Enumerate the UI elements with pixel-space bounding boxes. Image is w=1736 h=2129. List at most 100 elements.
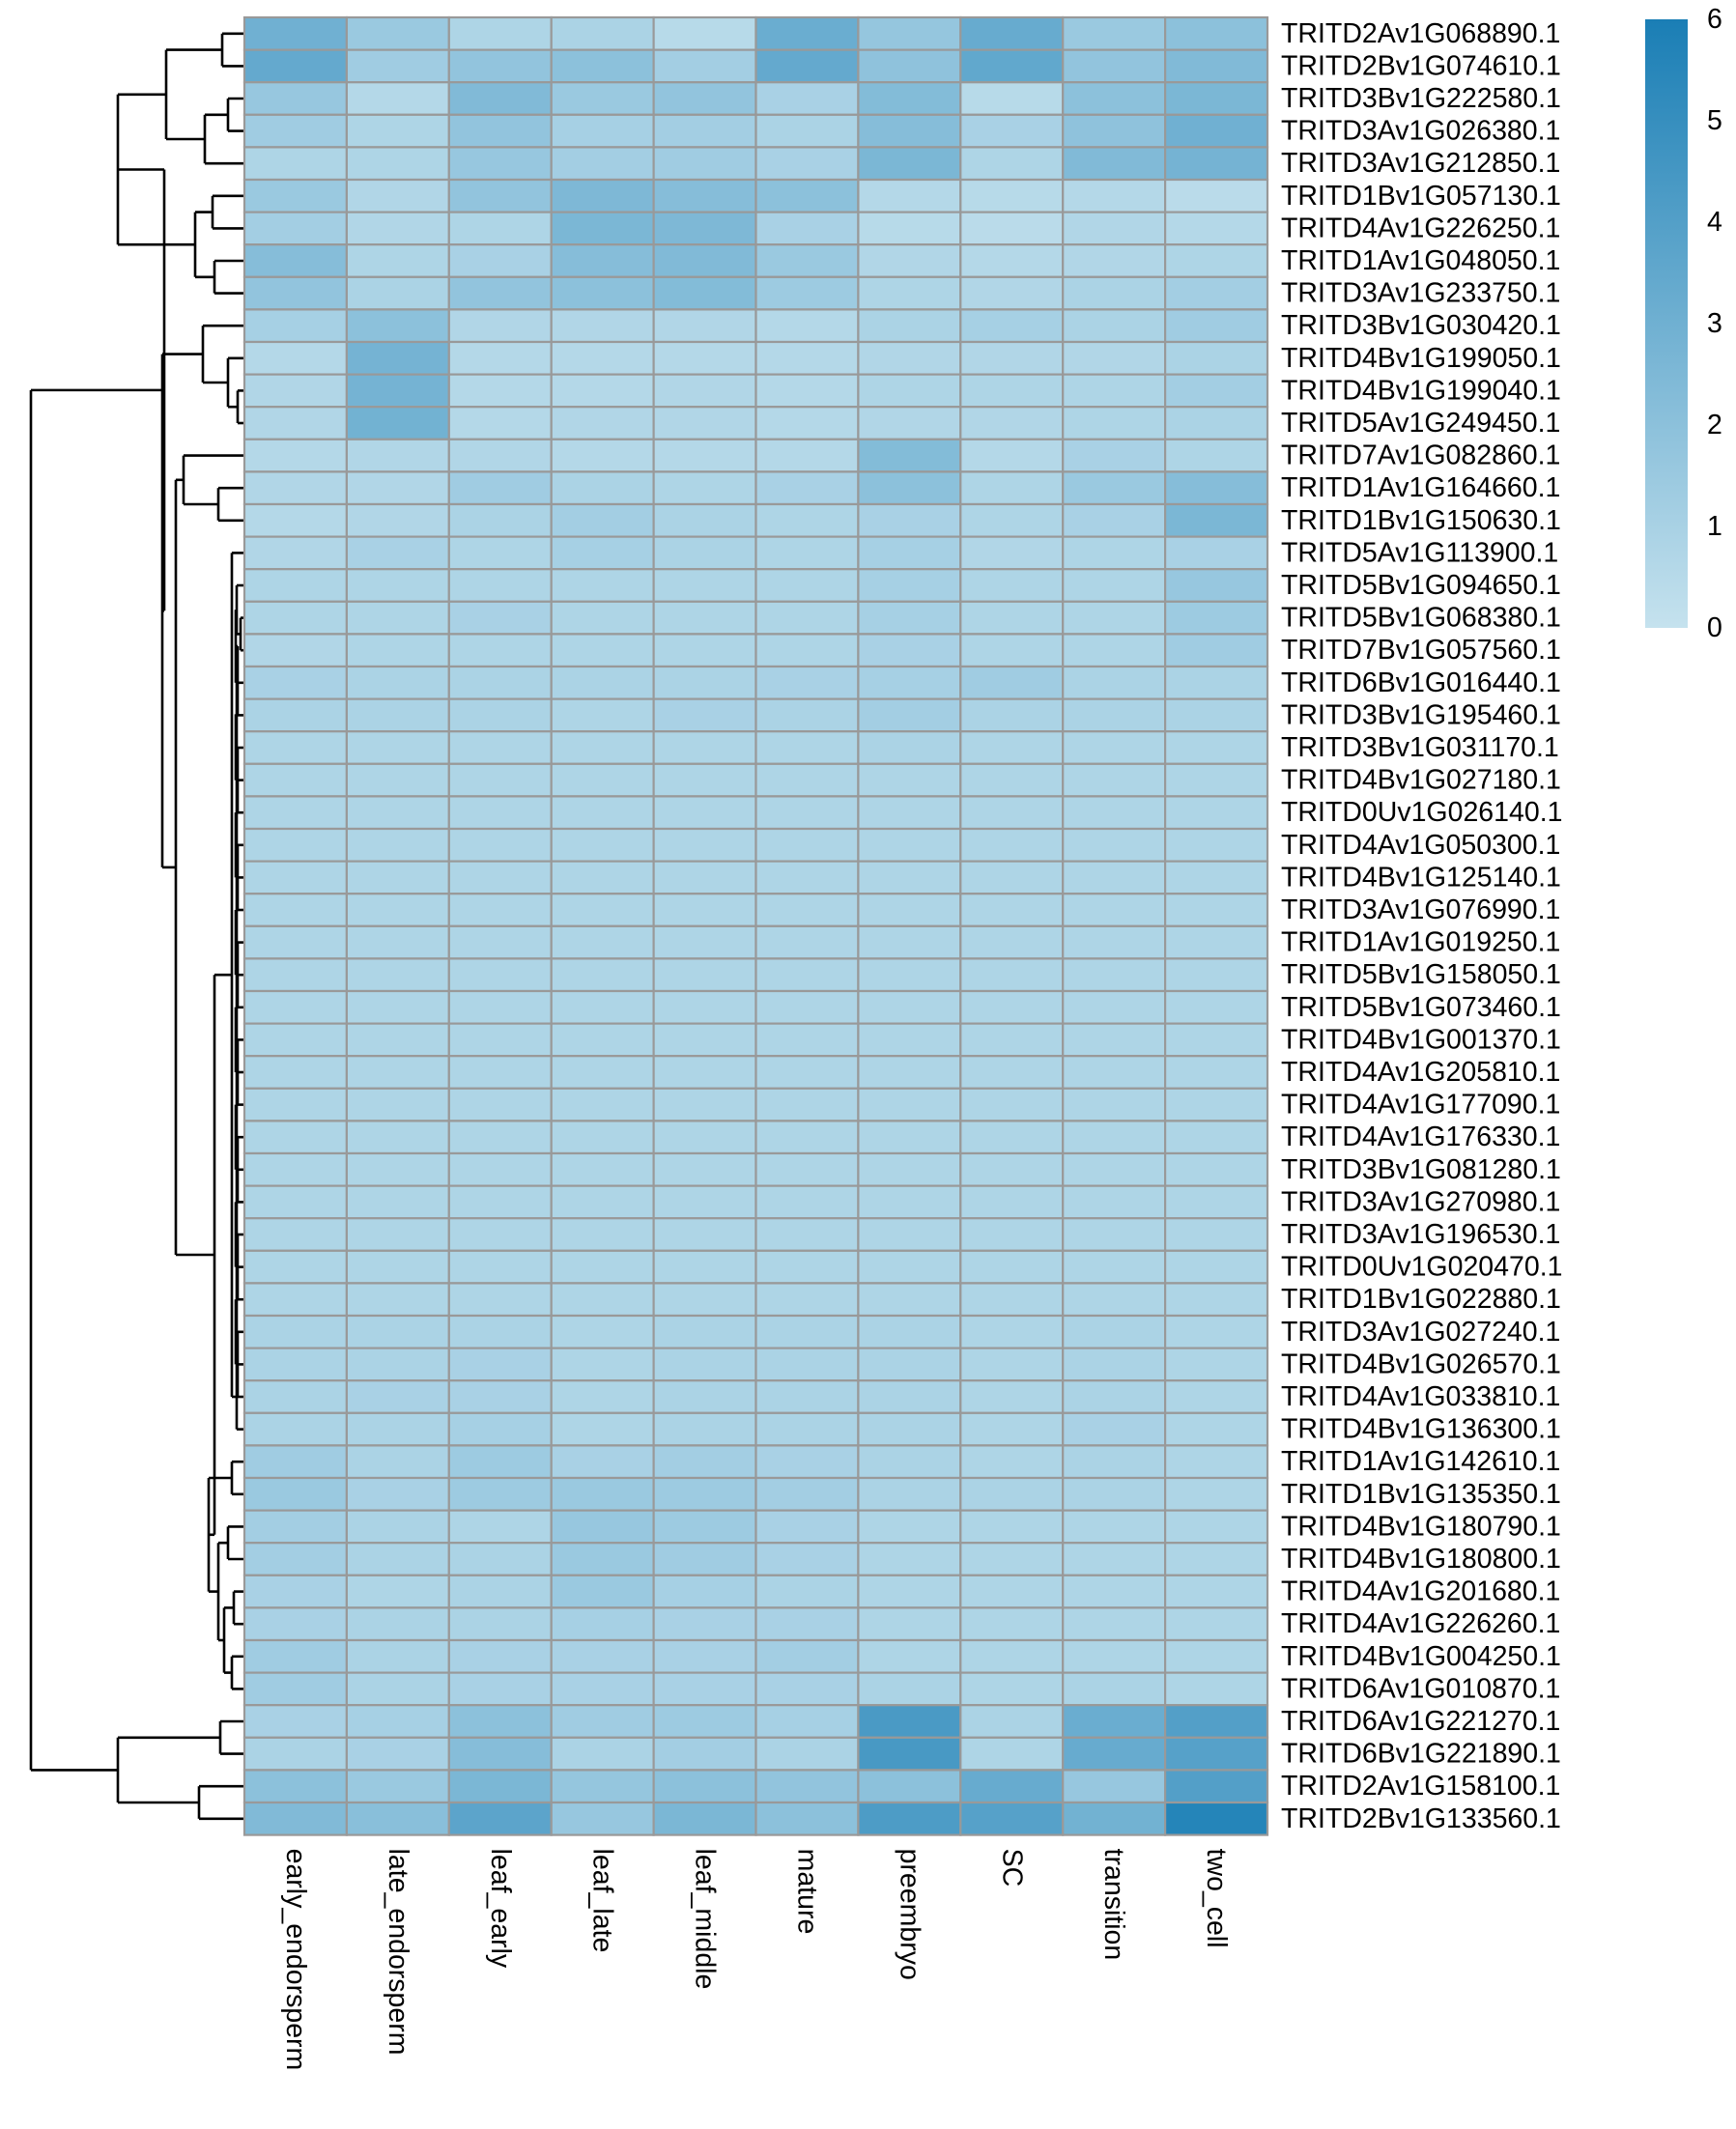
heatmap-cell <box>959 1704 1065 1739</box>
heatmap-cell <box>345 340 450 376</box>
heatmap-cell <box>242 406 349 440</box>
heatmap-cell <box>754 81 860 116</box>
heatmap-cell <box>652 1801 757 1836</box>
heatmap-cell <box>754 633 860 668</box>
heatmap-cell <box>754 178 860 213</box>
heatmap-cell <box>754 568 860 603</box>
heatmap-cell <box>447 535 553 571</box>
row-label: TRITD0Uv1G026140.1 <box>1281 797 1562 828</box>
heatmap-cell <box>1163 1120 1269 1155</box>
heatmap-cell <box>345 1151 450 1187</box>
heatmap-cell <box>1163 568 1269 603</box>
heatmap-cell <box>754 470 860 506</box>
heatmap-cell <box>1163 1411 1269 1447</box>
heatmap-cell <box>1062 730 1167 765</box>
heatmap-cell <box>242 1087 349 1122</box>
heatmap-cell <box>1163 1801 1269 1836</box>
heatmap-cell <box>1163 1476 1269 1512</box>
heatmap-cell <box>447 406 553 440</box>
heatmap-cell <box>242 1151 349 1187</box>
heatmap-cell <box>1062 665 1167 700</box>
colorbar-tick-label: 3 <box>1707 308 1722 339</box>
row-label: TRITD7Bv1G057560.1 <box>1281 635 1561 666</box>
heatmap-cell <box>959 1769 1065 1804</box>
heatmap-cell <box>959 633 1065 668</box>
heatmap-cell <box>242 373 349 409</box>
heatmap-cell <box>1062 1411 1167 1447</box>
heatmap-cell <box>550 308 655 344</box>
heatmap-cell <box>652 1411 757 1447</box>
heatmap-cell <box>242 438 349 473</box>
heatmap-cell <box>550 989 655 1025</box>
heatmap-cell <box>857 1606 962 1642</box>
row-label: TRITD4Bv1G199040.1 <box>1281 375 1561 406</box>
heatmap-cell <box>1163 860 1269 895</box>
heatmap-cell <box>754 275 860 311</box>
colorbar-tick-label: 6 <box>1707 4 1722 35</box>
heatmap-cell <box>550 568 655 603</box>
heatmap-cell <box>242 535 349 571</box>
heatmap-cell <box>754 535 860 571</box>
heatmap-cell <box>857 1282 962 1318</box>
heatmap-cell <box>652 860 757 895</box>
heatmap-cell <box>652 697 757 733</box>
heatmap-cell <box>1163 989 1269 1025</box>
heatmap-cell <box>652 989 757 1025</box>
heatmap-cell <box>1062 1151 1167 1187</box>
heatmap-cell <box>1163 1282 1269 1318</box>
heatmap-cell <box>1163 113 1269 149</box>
heatmap-cell <box>447 1476 553 1512</box>
heatmap-cell <box>754 438 860 473</box>
column-labels: early_endorsperm late_endorsperm leaf_earl… <box>280 1849 1232 2071</box>
heatmap-cell <box>857 697 962 733</box>
heatmap-cell <box>345 48 450 84</box>
heatmap-cell <box>1163 1087 1269 1122</box>
row-label: TRITD5Bv1G073460.1 <box>1281 992 1561 1023</box>
heatmap-cell <box>1163 178 1269 213</box>
heatmap-cell <box>447 1574 553 1609</box>
heatmap-cell <box>652 1606 757 1642</box>
heatmap-cell <box>959 1087 1065 1122</box>
heatmap-cell <box>959 211 1065 246</box>
heatmap-cell <box>959 373 1065 409</box>
heatmap-cell <box>447 893 553 927</box>
heatmap-cell <box>242 1736 349 1772</box>
heatmap-cell <box>959 113 1065 149</box>
heatmap-cell <box>857 502 962 538</box>
heatmap-cell <box>242 860 349 895</box>
row-label: TRITD4Av1G033810.1 <box>1281 1381 1560 1412</box>
heatmap-cell <box>1062 406 1167 440</box>
heatmap-cell <box>959 665 1065 700</box>
row-label: TRITD4Bv1G027180.1 <box>1281 765 1561 796</box>
heatmap-cell <box>1163 827 1269 863</box>
heatmap-cell <box>1163 1379 1269 1414</box>
heatmap-cell <box>857 1379 962 1414</box>
heatmap-cell <box>857 989 962 1025</box>
heatmap-cell <box>857 48 962 84</box>
heatmap-cell <box>447 1704 553 1739</box>
heatmap-cell <box>1163 1638 1269 1674</box>
heatmap-cell <box>1163 146 1269 182</box>
heatmap-cell <box>447 48 553 84</box>
heatmap-cell <box>447 1217 553 1252</box>
heatmap-cell <box>857 1638 962 1674</box>
heatmap-cell <box>652 1509 757 1545</box>
heatmap-cell <box>345 697 450 733</box>
heatmap-cell <box>447 633 553 668</box>
heatmap-cell <box>550 275 655 311</box>
heatmap-cell <box>447 178 553 213</box>
heatmap-cell <box>550 1314 655 1349</box>
heatmap-cell <box>447 697 553 733</box>
heatmap-cell <box>1062 1087 1167 1122</box>
heatmap-cell <box>447 470 553 506</box>
heatmap-cell <box>1163 470 1269 506</box>
heatmap-cell <box>345 1476 450 1512</box>
heatmap-cell <box>1062 633 1167 668</box>
heatmap-cell <box>242 1671 349 1707</box>
heatmap-cell <box>857 1542 962 1576</box>
row-label: TRITD4Av1G226250.1 <box>1281 213 1560 243</box>
heatmap-cell <box>345 1671 450 1707</box>
heatmap-cell <box>754 665 860 700</box>
heatmap-cell <box>1163 275 1269 311</box>
heatmap-cell <box>754 1249 860 1285</box>
